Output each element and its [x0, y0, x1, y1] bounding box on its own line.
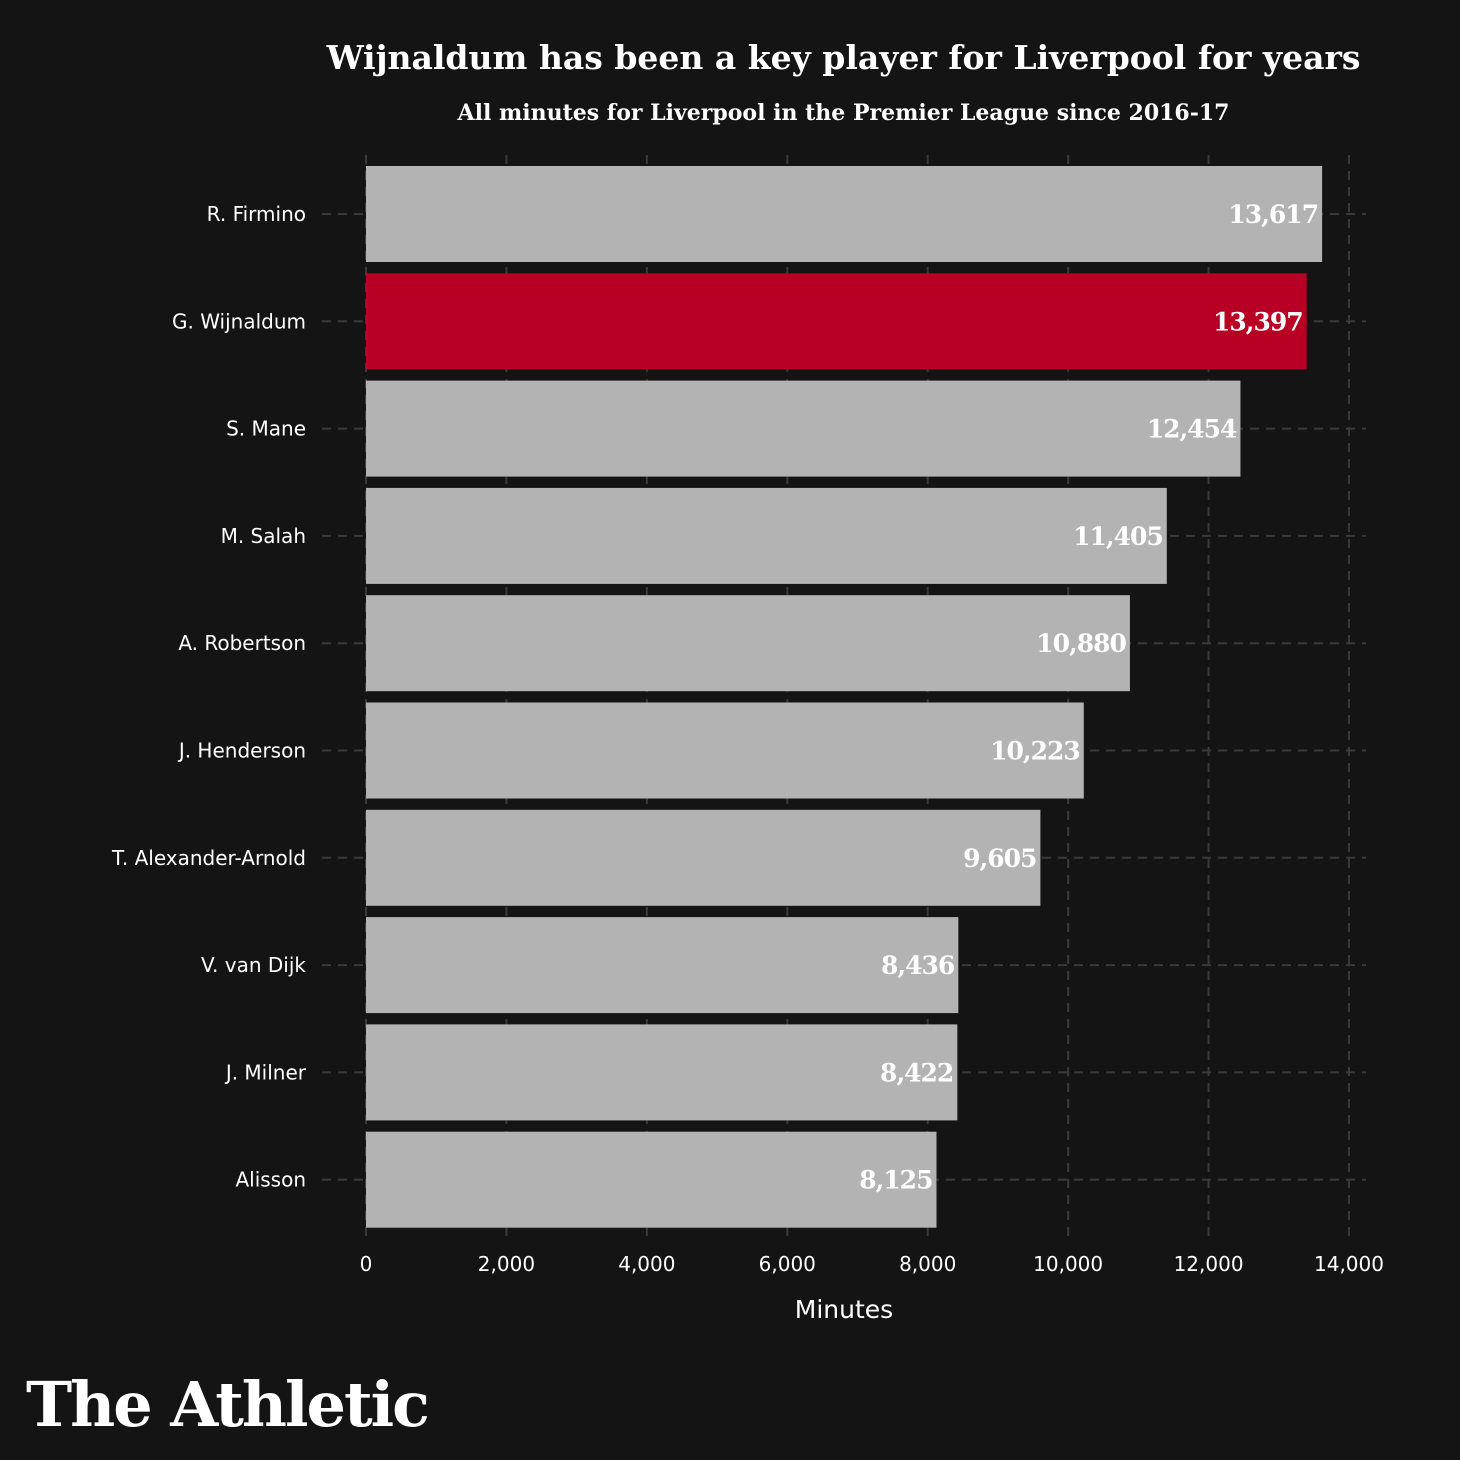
bar	[366, 1024, 958, 1121]
category-label: M. Salah	[221, 524, 306, 548]
x-tick-label: 10,000	[1033, 1252, 1103, 1276]
x-tick-label: 6,000	[759, 1252, 816, 1276]
category-label: Alisson	[235, 1168, 306, 1192]
bar-value-label: 13,617	[1228, 200, 1318, 229]
x-tick-label: 12,000	[1174, 1252, 1244, 1276]
bar-value-label: 9,605	[963, 844, 1036, 873]
x-tick-label: 8,000	[899, 1252, 956, 1276]
bar-value-label: 13,397	[1213, 307, 1303, 336]
bar	[366, 917, 959, 1014]
the-athletic-logo: The Athletic	[26, 1368, 430, 1441]
category-label: V. van Dijk	[201, 953, 306, 977]
bar	[366, 273, 1307, 370]
bar	[366, 166, 1323, 262]
bar	[366, 380, 1241, 477]
category-label: A. Robertson	[178, 631, 306, 655]
bar-value-label: 8,436	[881, 951, 955, 980]
bar	[366, 1131, 937, 1228]
x-axis-label: Minutes	[795, 1295, 893, 1324]
category-label: G. Wijnaldum	[172, 309, 306, 333]
x-tick-label: 14,000	[1314, 1252, 1384, 1276]
bar-value-label: 12,454	[1147, 415, 1237, 444]
bar-value-label: 10,880	[1036, 629, 1126, 658]
category-label: J. Milner	[224, 1060, 307, 1084]
category-label: S. Mane	[226, 417, 306, 441]
ticks-layer: 0 2,000 4,000 6,000 8,000 10,000 12,000 14,000	[360, 1252, 1384, 1276]
bar-value-label: 10,223	[990, 737, 1080, 766]
x-tick-label: 2,000	[478, 1252, 535, 1276]
bar-value-label: 11,405	[1073, 522, 1163, 551]
bar-value-label: 8,422	[880, 1058, 953, 1087]
bar	[366, 809, 1041, 906]
category-label: J. Henderson	[177, 739, 306, 763]
bar	[366, 595, 1130, 692]
bar	[366, 702, 1084, 799]
chart-subtitle: All minutes for Liverpool in the Premier…	[457, 100, 1230, 126]
bar-value-label: 8,125	[859, 1166, 932, 1195]
x-tick-label: 4,000	[618, 1252, 675, 1276]
bars-layer	[366, 166, 1323, 1228]
x-tick-label: 0	[360, 1252, 373, 1276]
category-label: R. Firmino	[207, 202, 306, 226]
category-label: T. Alexander-Arnold	[111, 846, 306, 870]
labels-layer: 13,617 R. Firmino 13,397 G. Wijnaldum 12,454…	[111, 200, 1319, 1195]
chart-title: Wijnaldum has been a key player for Live…	[326, 38, 1361, 77]
bar	[366, 487, 1167, 584]
